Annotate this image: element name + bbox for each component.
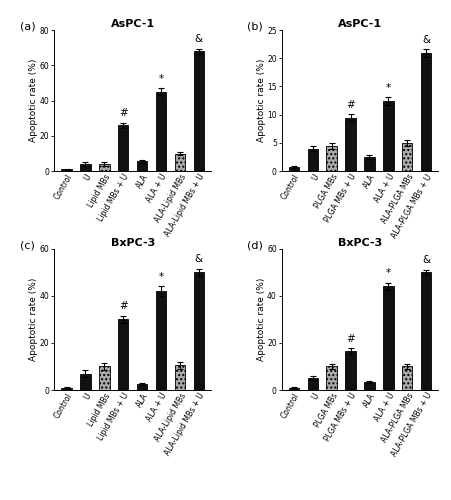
Title: AsPC-1: AsPC-1 — [337, 19, 381, 29]
Y-axis label: Apoptotic rate (%): Apoptotic rate (%) — [29, 278, 38, 361]
Bar — [174, 154, 184, 171]
Bar — [118, 320, 128, 390]
Bar — [364, 382, 374, 390]
Text: #: # — [345, 100, 354, 110]
Bar — [61, 388, 72, 390]
Text: *: * — [385, 268, 390, 278]
Bar — [345, 351, 355, 390]
Bar — [99, 366, 109, 390]
Bar — [326, 146, 336, 171]
Y-axis label: Apoptotic rate (%): Apoptotic rate (%) — [29, 59, 38, 142]
Text: &: & — [421, 255, 429, 265]
Text: (c): (c) — [20, 240, 35, 250]
Text: (a): (a) — [20, 22, 35, 32]
Bar — [307, 378, 318, 390]
Bar — [288, 166, 299, 171]
Bar — [420, 272, 430, 390]
Bar — [382, 100, 393, 171]
Bar — [345, 118, 355, 171]
Title: BxPC-3: BxPC-3 — [337, 238, 381, 248]
Text: *: * — [158, 272, 163, 282]
Bar — [401, 366, 412, 390]
Text: &: & — [421, 34, 429, 44]
Y-axis label: Apoptotic rate (%): Apoptotic rate (%) — [256, 59, 265, 142]
Bar — [174, 366, 184, 390]
Bar — [420, 52, 430, 171]
Text: &: & — [194, 34, 202, 44]
Bar — [118, 126, 128, 171]
Title: BxPC-3: BxPC-3 — [110, 238, 154, 248]
Bar — [61, 170, 72, 171]
Bar — [80, 164, 90, 171]
Text: #: # — [119, 108, 127, 118]
Y-axis label: Apoptotic rate (%): Apoptotic rate (%) — [256, 278, 265, 361]
Bar — [156, 92, 166, 171]
Bar — [307, 148, 318, 171]
Bar — [99, 164, 109, 171]
Text: #: # — [119, 301, 127, 311]
Bar — [137, 162, 147, 171]
Bar — [326, 366, 336, 390]
Text: (b): (b) — [247, 22, 262, 32]
Bar — [401, 143, 412, 171]
Bar — [364, 157, 374, 171]
Bar — [193, 272, 203, 390]
Bar — [80, 374, 90, 390]
Text: (d): (d) — [247, 240, 262, 250]
Text: #: # — [345, 334, 354, 344]
Title: AsPC-1: AsPC-1 — [110, 19, 154, 29]
Bar — [156, 291, 166, 390]
Bar — [288, 388, 299, 390]
Text: &: & — [194, 254, 202, 264]
Bar — [137, 384, 147, 390]
Bar — [193, 51, 203, 171]
Text: *: * — [158, 74, 163, 84]
Text: *: * — [385, 82, 390, 92]
Bar — [382, 286, 393, 390]
